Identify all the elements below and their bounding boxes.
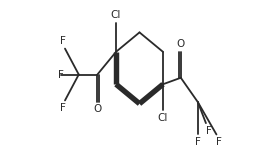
Text: F: F [59, 69, 64, 80]
Text: F: F [206, 126, 212, 136]
Text: O: O [177, 39, 185, 49]
Text: F: F [195, 137, 201, 147]
Text: F: F [217, 137, 222, 147]
Text: Cl: Cl [158, 113, 168, 123]
Text: O: O [93, 104, 102, 115]
Text: F: F [60, 36, 66, 46]
Text: F: F [60, 103, 66, 113]
Text: Cl: Cl [111, 10, 121, 20]
